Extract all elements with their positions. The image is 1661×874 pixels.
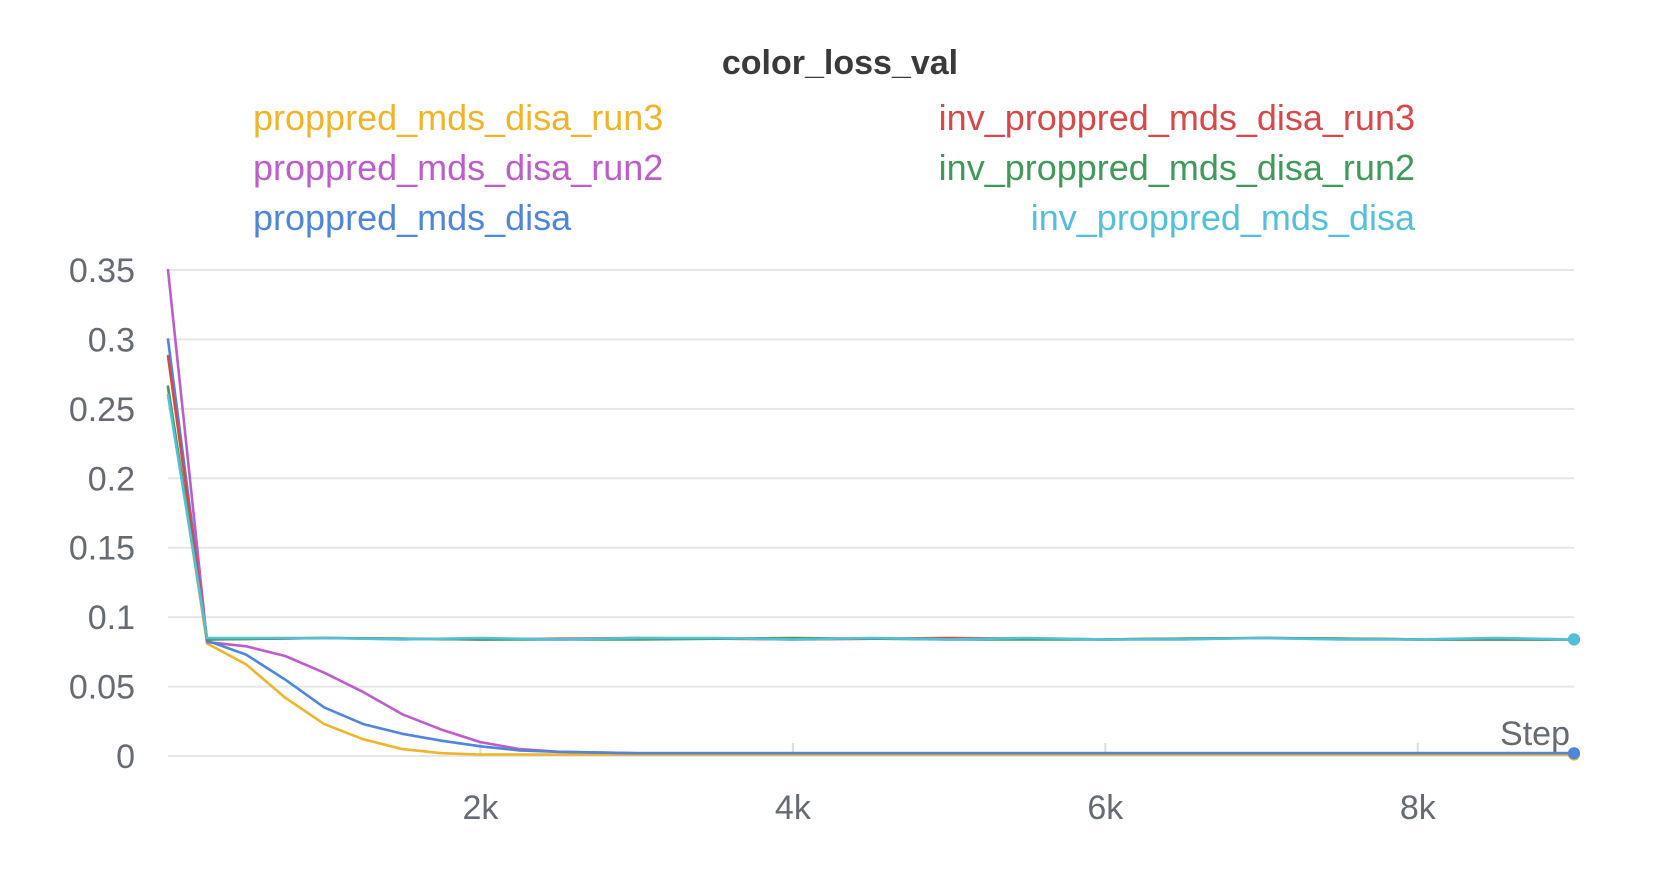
- y-tick-label: 0.2: [88, 460, 135, 498]
- legend-entry: proppred_mds_disa: [253, 197, 572, 238]
- x-tick-label: 4k: [775, 789, 812, 827]
- gridlines: [168, 269, 1574, 757]
- x-axis: 2k 4k 6k 8k: [462, 743, 1437, 827]
- legend-entry: proppred_mds_disa_run3: [253, 97, 663, 138]
- series-line: [166, 268, 1576, 755]
- y-tick-label: 0.05: [69, 669, 135, 707]
- series-end-marker: [1568, 747, 1580, 760]
- legend-entry: inv_proppred_mds_disa_run2: [939, 147, 1415, 188]
- y-tick-label: 0.1: [88, 599, 135, 637]
- series-line: [166, 354, 1576, 641]
- series-line: [166, 393, 1576, 641]
- y-axis: 0 0.05 0.1 0.15 0.2 0.25 0.3 0.35: [69, 252, 135, 776]
- y-tick-label: 0.35: [69, 252, 135, 290]
- series-end-marker: [1568, 633, 1580, 646]
- chart-title: color_loss_val: [722, 44, 958, 82]
- x-tick-label: 6k: [1087, 789, 1124, 827]
- y-tick-label: 0.25: [69, 391, 135, 429]
- y-tick-label: 0: [116, 738, 135, 776]
- y-tick-label: 0.15: [69, 530, 135, 568]
- legend-entry: inv_proppred_mds_disa: [1031, 197, 1416, 238]
- series-line: [166, 338, 1576, 755]
- legend: proppred_mds_disa_run3 proppred_mds_disa_…: [253, 97, 1416, 238]
- series-line: [166, 386, 1576, 756]
- x-axis-label: Step: [1500, 715, 1570, 753]
- series-line: [166, 385, 1576, 641]
- x-tick-label: 8k: [1400, 789, 1437, 827]
- plot-area: [166, 268, 1580, 761]
- legend-entry: inv_proppred_mds_disa_run3: [939, 97, 1415, 138]
- x-tick-label: 2k: [462, 789, 499, 827]
- legend-entry: proppred_mds_disa_run2: [253, 147, 663, 188]
- y-tick-label: 0.3: [88, 321, 135, 359]
